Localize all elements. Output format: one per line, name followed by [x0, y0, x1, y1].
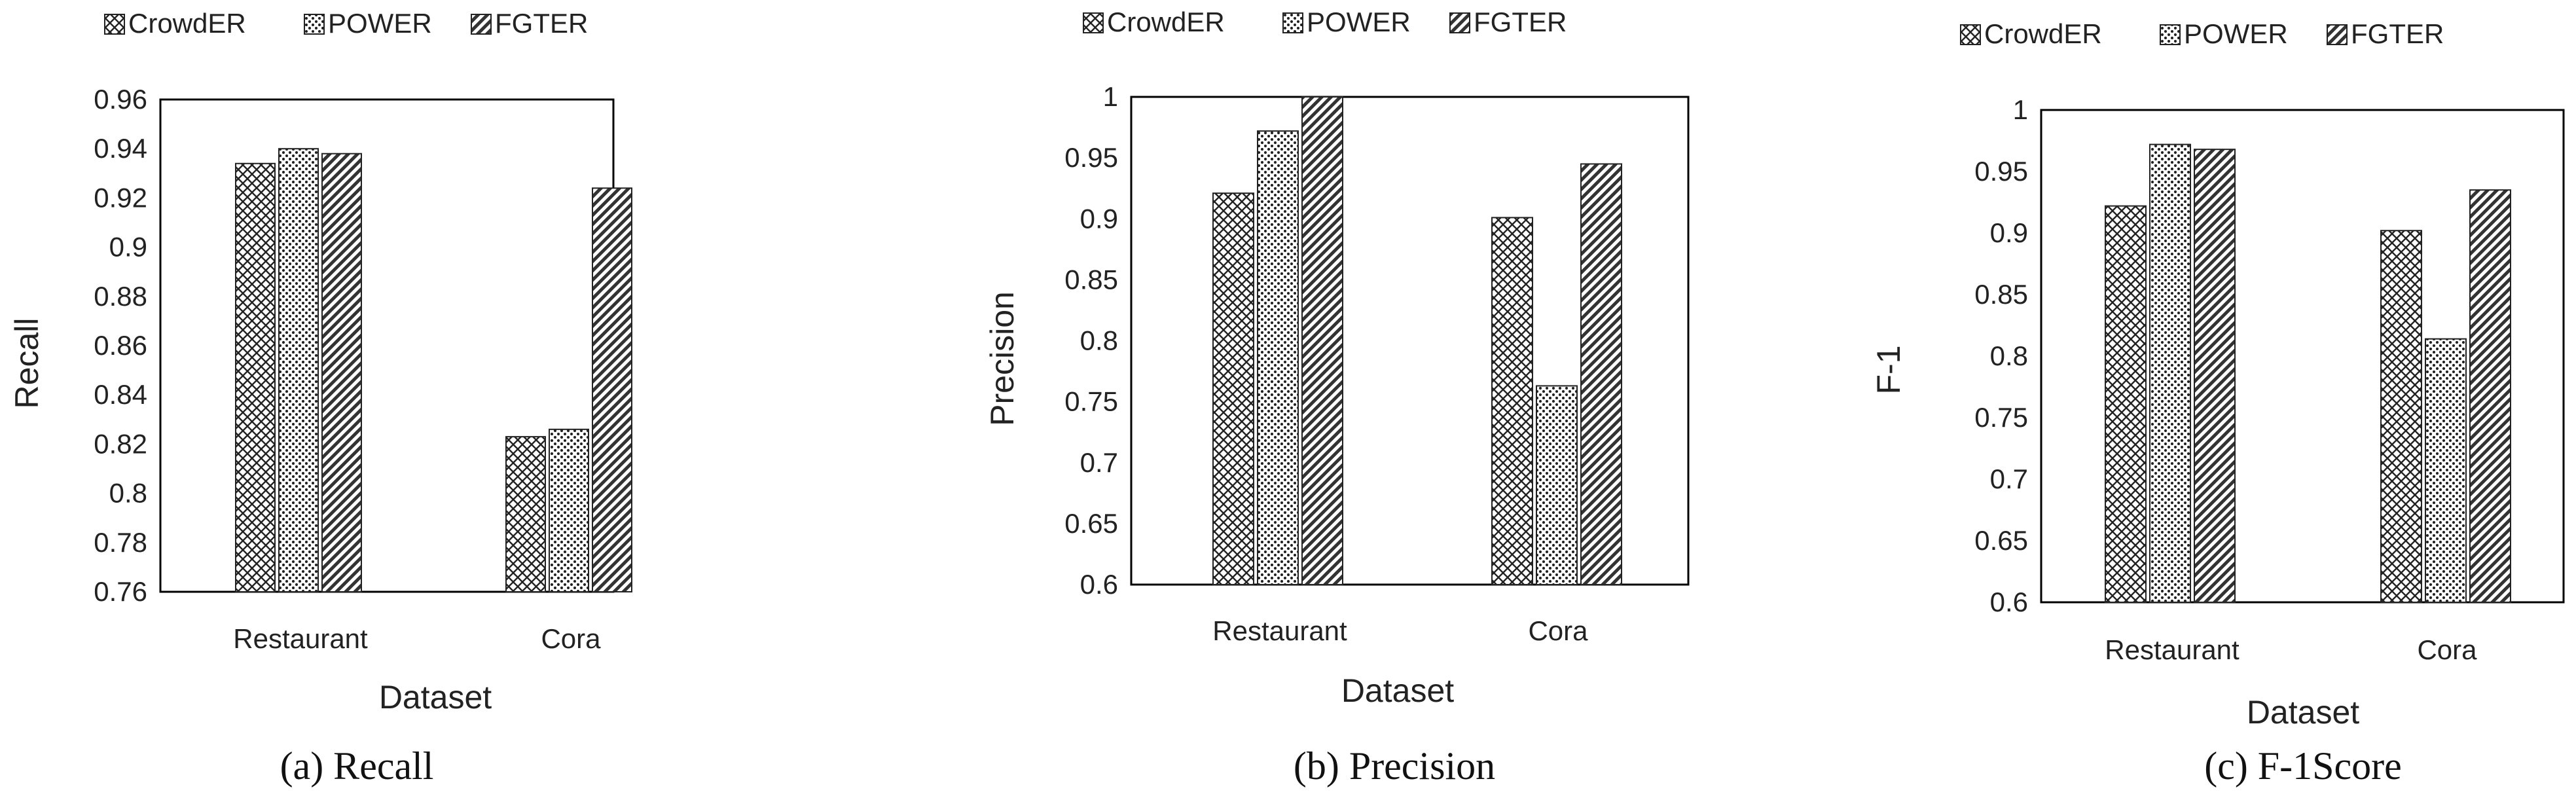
y-tick-label: 0.88 [94, 281, 147, 312]
y-axis-label: Precision [984, 291, 1021, 426]
bars [235, 148, 632, 593]
legend-label: POWER [1307, 7, 1411, 37]
x-category-label: Restaurant [2105, 634, 2240, 665]
legend-item-fgter: FGTER [471, 8, 588, 39]
y-tick-label: 0.92 [94, 182, 147, 213]
legend-label: CrowdER [1107, 7, 1225, 37]
legend-item-crowder: CrowdER [1083, 7, 1225, 37]
y-tick-labels: 0.6 0.65 0.7 0.75 0.8 0.85 0.9 0.95 1 [1064, 81, 1118, 600]
y-tick-label: 0.9 [1990, 217, 2028, 248]
y-tick-label: 0.82 [94, 428, 147, 459]
legend-label: POWER [2184, 18, 2288, 49]
x-category-label: Restaurant [233, 623, 368, 654]
chart-recall: CrowdER POWER FGTER 0.760.780.80.820.840… [9, 8, 632, 788]
y-axis-label: Recall [9, 318, 45, 409]
caption: (b) Precision [1294, 744, 1495, 788]
plot-frame [2040, 109, 2565, 604]
legend-item-fgter: FGTER [2327, 18, 2444, 49]
y-tick-label: 0.85 [1974, 279, 2028, 310]
plot-frame [1130, 96, 1690, 586]
y-axis-label: F-1 [1870, 346, 1907, 395]
legend-item-crowder: CrowdER [1960, 18, 2102, 49]
bar-crowder-restaurant [2105, 205, 2147, 603]
legend-item-power: POWER [1282, 7, 1411, 37]
legend-label: CrowdER [128, 8, 246, 39]
legend-label: FGTER [495, 8, 588, 39]
x-axis-label: Dataset [1341, 672, 1454, 709]
chart-f1: CrowdER POWER FGTER 0.6 0.65 0.7 0.75 0.8 0.8… [1870, 18, 2565, 788]
x-category-label: Cora [541, 623, 601, 654]
y-tick-label: 0.65 [1064, 508, 1118, 539]
y-tick-label: 0.76 [94, 576, 147, 607]
legend-label: FGTER [2351, 18, 2444, 49]
y-tick-label: 0.85 [1064, 264, 1118, 295]
bar-fgter-restaurant [1301, 96, 1343, 585]
legend-precision: CrowdER POWER FGTER [1083, 7, 1567, 37]
caption: (a) Recall [280, 744, 434, 788]
bar-fgter-cora [592, 187, 632, 592]
y-tick-label: 0.95 [1974, 156, 2028, 187]
bar-power-restaurant [278, 148, 319, 592]
y-tick-label: 1 [1103, 81, 1118, 112]
y-tick-label: 0.6 [1080, 569, 1118, 600]
bar-fgter-restaurant [2194, 149, 2236, 604]
legend-label: FGTER [1474, 7, 1567, 37]
y-tick-label: 0.96 [94, 84, 147, 115]
y-tick-label: 0.9 [109, 232, 147, 263]
y-tick-label: 0.8 [1990, 340, 2028, 371]
y-tick-label: 0.84 [94, 379, 147, 410]
bar-crowder-cora [1491, 217, 1533, 585]
legend-item-fgter: FGTER [1449, 7, 1567, 37]
bar-crowder-cora [2380, 230, 2422, 603]
chart-precision: CrowdER POWER FGTER 0.6 0.65 0.7 0.75 0.8 0.8… [984, 7, 1690, 788]
legend-recall: CrowdER POWER FGTER [104, 8, 588, 39]
caption: (c) F-1Score [2204, 744, 2402, 788]
bars [2105, 143, 2511, 604]
y-tick-labels: 0.76 0.78 0.8 0.82 0.84 0.86 0.88 0.9 0.92 0.94 0.… [94, 84, 147, 607]
bars [1212, 96, 1622, 585]
bar-crowder-restaurant [1212, 192, 1254, 585]
y-tick-label: 0.9 [1080, 203, 1118, 234]
y-tick-labels: 0.6 0.65 0.7 0.75 0.8 0.85 0.9 0.95 1 [1974, 94, 2028, 617]
bar-power-cora [1536, 385, 1578, 585]
legend-f1: CrowdER POWER FGTER [1960, 18, 2444, 49]
bar-power-cora [2425, 338, 2467, 603]
x-category-label: Cora [1528, 615, 1588, 646]
bar-crowder-cora [505, 436, 546, 592]
y-tick-label: 0.6 [1990, 587, 2028, 617]
legend-item-crowder: CrowdER [104, 8, 246, 39]
x-axis-label: Dataset [2247, 694, 2359, 731]
bar-power-restaurant [2149, 143, 2191, 603]
y-tick-label: 0.75 [1974, 402, 2028, 433]
legend-item-power: POWER [2160, 18, 2288, 49]
bar-fgter-restaurant [321, 153, 362, 593]
y-tick-label: 0.78 [94, 527, 147, 558]
y-tick-label: 1 [2013, 94, 2028, 125]
y-tick-label: 0.7 [1080, 447, 1118, 478]
y-tick-label: 0.65 [1974, 525, 2028, 556]
x-category-label: Restaurant [1212, 615, 1347, 646]
y-tick-label: 0.8 [1080, 325, 1118, 356]
bar-power-restaurant [1257, 130, 1299, 585]
x-axis-label: Dataset [379, 679, 492, 716]
bar-fgter-cora [1580, 163, 1622, 585]
legend-item-power: POWER [304, 8, 432, 39]
y-tick-label: 0.95 [1064, 142, 1118, 173]
y-tick-label: 0.7 [1990, 463, 2028, 494]
bar-power-cora [549, 428, 589, 593]
x-category-label: Cora [2417, 634, 2477, 665]
y-tick-label: 0.8 [109, 478, 147, 509]
bar-crowder-restaurant [235, 162, 276, 592]
y-tick-label: 0.75 [1064, 386, 1118, 417]
legend-label: POWER [328, 8, 432, 39]
bar-fgter-cora [2469, 189, 2511, 603]
y-tick-label: 0.94 [94, 133, 147, 164]
y-tick-label: 0.86 [94, 330, 147, 361]
legend-label: CrowdER [1984, 18, 2102, 49]
